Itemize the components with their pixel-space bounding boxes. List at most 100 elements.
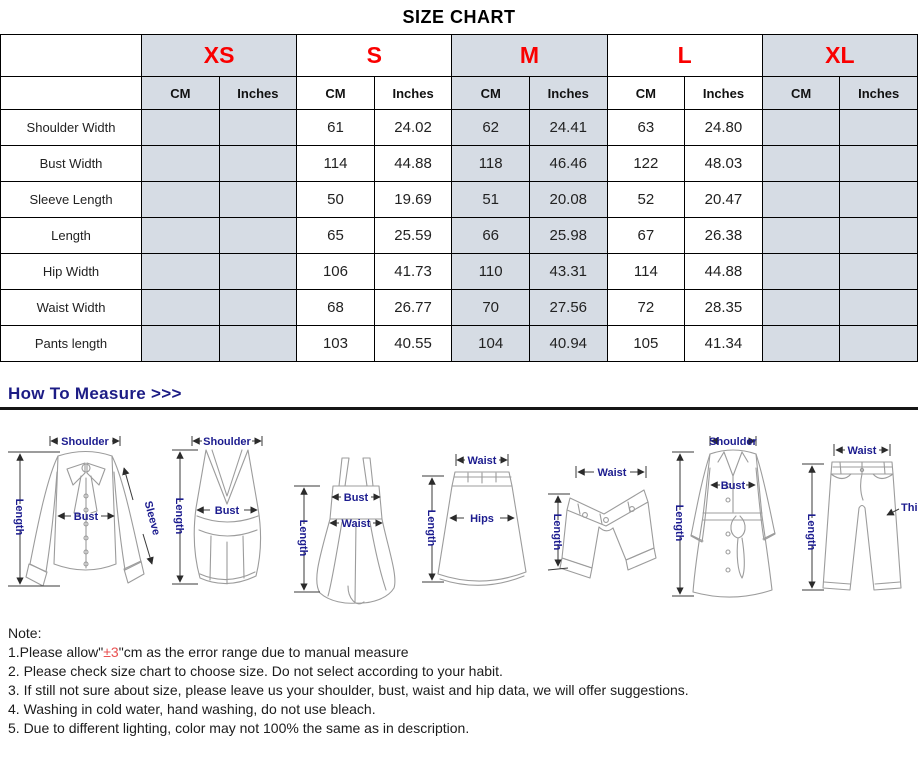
cell: 24.41: [528, 109, 608, 146]
table-row: Hip Width 106 41.73 110 43.31 114 44.88: [0, 253, 918, 290]
cell: 114: [296, 145, 375, 182]
row-label: Pants length: [0, 325, 142, 362]
cell: 67: [606, 217, 686, 254]
table-row: Sleeve Length 50 19.69 51 20.08 52 20.47: [0, 181, 918, 218]
cell: [761, 253, 841, 290]
notes-heading: Note:: [8, 625, 42, 641]
corner-cell: [0, 34, 142, 77]
cell: 20.08: [528, 181, 608, 218]
pants-diagram: Waist Length Thigh: [802, 444, 918, 591]
shorts-length-label: Length: [551, 514, 563, 551]
shorts-diagram: Waist Length: [547, 466, 657, 579]
coat-diagram: Shoulder Length Bust: [672, 436, 776, 598]
vest-bust-label: Bust: [215, 505, 240, 517]
cell: 44.88: [684, 253, 763, 290]
cell: 41.73: [373, 253, 453, 290]
cell: [839, 253, 918, 290]
cell: 43.31: [528, 253, 608, 290]
cell: [839, 217, 918, 254]
blouse-bust-label: Bust: [74, 511, 99, 523]
cell: [218, 253, 298, 290]
cell: [218, 109, 298, 146]
cell: [218, 145, 298, 182]
size-header-row: XS S M L XL: [0, 34, 918, 77]
cell: [839, 181, 918, 218]
cell: 104: [451, 325, 530, 362]
cell: [141, 289, 220, 326]
note-line-4: 4. Washing in cold water, hand washing, …: [8, 701, 376, 717]
cell: [761, 217, 841, 254]
cell: [839, 289, 918, 326]
unit-header-row: CM Inches CM Inches CM Inches CM Inches …: [0, 76, 918, 110]
skirt-length-label: Length: [425, 510, 437, 547]
cell: 52: [606, 181, 686, 218]
cell: [839, 109, 918, 146]
cell: 40.94: [528, 325, 608, 362]
row-label: Waist Width: [0, 289, 142, 326]
cell: 41.34: [684, 325, 763, 362]
cell: 51: [451, 181, 530, 218]
cell: 20.47: [684, 181, 763, 218]
cell: 110: [451, 253, 530, 290]
cell: 66: [451, 217, 530, 254]
cell: 65: [296, 217, 375, 254]
row-label: Hip Width: [0, 253, 142, 290]
cell: 25.98: [528, 217, 608, 254]
dress-bust-label: Bust: [344, 492, 369, 504]
cell: [761, 145, 841, 182]
cell: 62: [451, 109, 530, 146]
blouse-length-label: Length: [13, 499, 25, 536]
skirt-hips-label: Hips: [470, 513, 494, 525]
vest-diagram: Shoulder Length Bust: [172, 436, 263, 585]
cell: [761, 325, 841, 362]
cell: 27.56: [528, 289, 608, 326]
cell: [839, 145, 918, 182]
note-text: 1.Please allow": [8, 644, 104, 660]
row-label: Length: [0, 217, 142, 254]
cell: [141, 181, 220, 218]
cell: 40.55: [373, 325, 453, 362]
vest-shoulder-label: Shoulder: [203, 436, 251, 448]
blouse-diagram: Shoulder Length Bust Sleeve: [8, 436, 162, 587]
cell: 103: [296, 325, 375, 362]
vest-length-label: Length: [173, 498, 185, 535]
cell: 26.77: [373, 289, 453, 326]
cell: 28.35: [684, 289, 763, 326]
cell: 25.59: [373, 217, 453, 254]
cell: 70: [451, 289, 530, 326]
size-header-l: L: [606, 34, 763, 77]
table-row: Waist Width 68 26.77 70 27.56 72 28.35: [0, 289, 918, 326]
unit-inches: Inches: [218, 76, 298, 110]
notes: Note: 1.Please allow"±3"cm as the error …: [8, 624, 918, 738]
cell: [839, 325, 918, 362]
cell: [141, 145, 220, 182]
cell: [761, 181, 841, 218]
cell: 122: [606, 145, 686, 182]
note-line-3: 3. If still not sure about size, please …: [8, 682, 689, 698]
skirt-waist-label: Waist: [468, 455, 497, 467]
cell: 105: [606, 325, 686, 362]
cell: 50: [296, 181, 375, 218]
cell: [761, 289, 841, 326]
size-header-xl: XL: [761, 34, 918, 77]
unit-cm: CM: [451, 76, 530, 110]
unit-cm: CM: [141, 76, 220, 110]
cell: 26.38: [684, 217, 763, 254]
unit-inches: Inches: [684, 76, 763, 110]
row-label: Shoulder Width: [0, 109, 142, 146]
row-label: Bust Width: [0, 145, 142, 182]
note-text: "cm as the error range due to manual mea…: [118, 644, 409, 660]
unit-cm: CM: [296, 76, 375, 110]
cell: 106: [296, 253, 375, 290]
pants-length-label: Length: [805, 514, 817, 551]
size-chart-table: XS S M L XL CM Inches CM Inches CM Inche…: [0, 34, 918, 362]
cell: [141, 109, 220, 146]
note-line-5: 5. Due to different lighting, color may …: [8, 720, 470, 736]
dress-waist-label: Waist: [342, 518, 371, 530]
cell: [218, 289, 298, 326]
cell: [218, 325, 298, 362]
cell: [218, 217, 298, 254]
cell: [761, 109, 841, 146]
measure-diagrams: Shoulder Length Bust Sleeve Shoulder Len…: [0, 416, 918, 614]
cell: 44.88: [373, 145, 453, 182]
